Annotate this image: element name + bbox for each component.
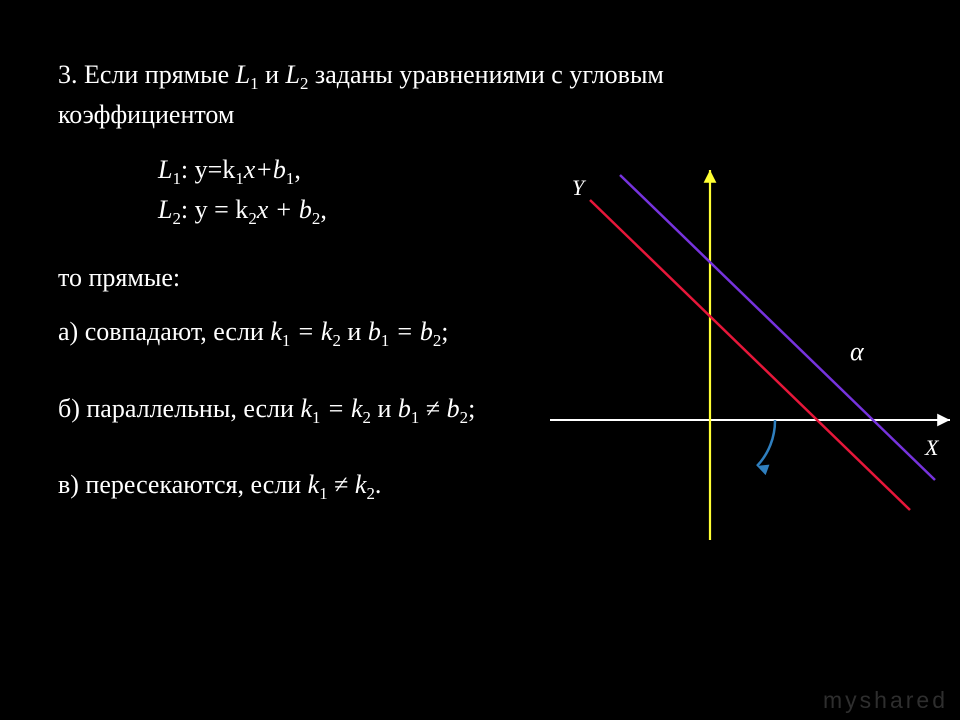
paragraph-1: 3. Если прямые L1 и L2 заданы уравнениям… bbox=[58, 55, 920, 95]
svg-text:α: α bbox=[850, 337, 865, 366]
var-k: k bbox=[351, 394, 363, 423]
text: , bbox=[294, 155, 301, 184]
text: x + b bbox=[257, 195, 312, 224]
slide: 3. Если прямые L1 и L2 заданы уравнениям… bbox=[0, 0, 960, 720]
var-L: L bbox=[236, 60, 250, 89]
sub: 1 bbox=[172, 169, 180, 188]
dot: . bbox=[375, 470, 382, 499]
text: а) совпадают, если bbox=[58, 317, 270, 346]
sub: 2 bbox=[366, 484, 374, 503]
sub: 1 bbox=[319, 484, 327, 503]
var-b: b bbox=[420, 317, 433, 346]
watermark-text: myshared bbox=[823, 687, 948, 713]
semi: ; bbox=[441, 317, 448, 346]
sub: 2 bbox=[433, 332, 441, 351]
var-k: k bbox=[270, 317, 282, 346]
sub: 2 bbox=[172, 209, 180, 228]
text: заданы уравнениями с угловым bbox=[308, 60, 663, 89]
var-k: k bbox=[321, 317, 333, 346]
text: , bbox=[320, 195, 327, 224]
eq: = bbox=[290, 317, 321, 346]
sub: 2 bbox=[332, 332, 340, 351]
var-b: b bbox=[398, 394, 411, 423]
eq: = bbox=[389, 317, 420, 346]
var-k: k bbox=[308, 470, 320, 499]
watermark: myshared bbox=[823, 687, 948, 714]
sub: 1 bbox=[250, 74, 258, 93]
paragraph-1b: коэффициентом bbox=[58, 95, 920, 135]
text: и bbox=[259, 60, 286, 89]
and: и bbox=[371, 394, 398, 423]
sub: 2 bbox=[363, 408, 371, 427]
text: : y = k bbox=[181, 195, 248, 224]
sub: 1 bbox=[235, 169, 243, 188]
text: б) параллельны, если bbox=[58, 394, 300, 423]
svg-text:X: X bbox=[924, 435, 940, 460]
ne: ≠ bbox=[419, 394, 446, 423]
text: x+b bbox=[244, 155, 286, 184]
var-L: L bbox=[158, 195, 172, 224]
and: и bbox=[341, 317, 368, 346]
ne: ≠ bbox=[328, 470, 355, 499]
var-k: k bbox=[355, 470, 367, 499]
svg-text:Y: Y bbox=[572, 175, 587, 200]
text: то прямые: bbox=[58, 263, 180, 292]
var-k: k bbox=[300, 394, 312, 423]
eq: = bbox=[320, 394, 351, 423]
semi: ; bbox=[468, 394, 475, 423]
coordinate-diagram: Y Xα bbox=[540, 145, 960, 545]
var-b: b bbox=[368, 317, 381, 346]
sub: 2 bbox=[460, 408, 468, 427]
var-L: L bbox=[286, 60, 300, 89]
text: в) пересекаются, если bbox=[58, 470, 308, 499]
text: : y=k bbox=[181, 155, 235, 184]
text: 3. Если прямые bbox=[58, 60, 236, 89]
text: коэффициентом bbox=[58, 100, 234, 129]
diagram-svg: Y Xα bbox=[540, 145, 960, 545]
var-L: L bbox=[158, 155, 172, 184]
sub: 1 bbox=[381, 332, 389, 351]
var-b: b bbox=[447, 394, 460, 423]
sub: 2 bbox=[248, 209, 256, 228]
